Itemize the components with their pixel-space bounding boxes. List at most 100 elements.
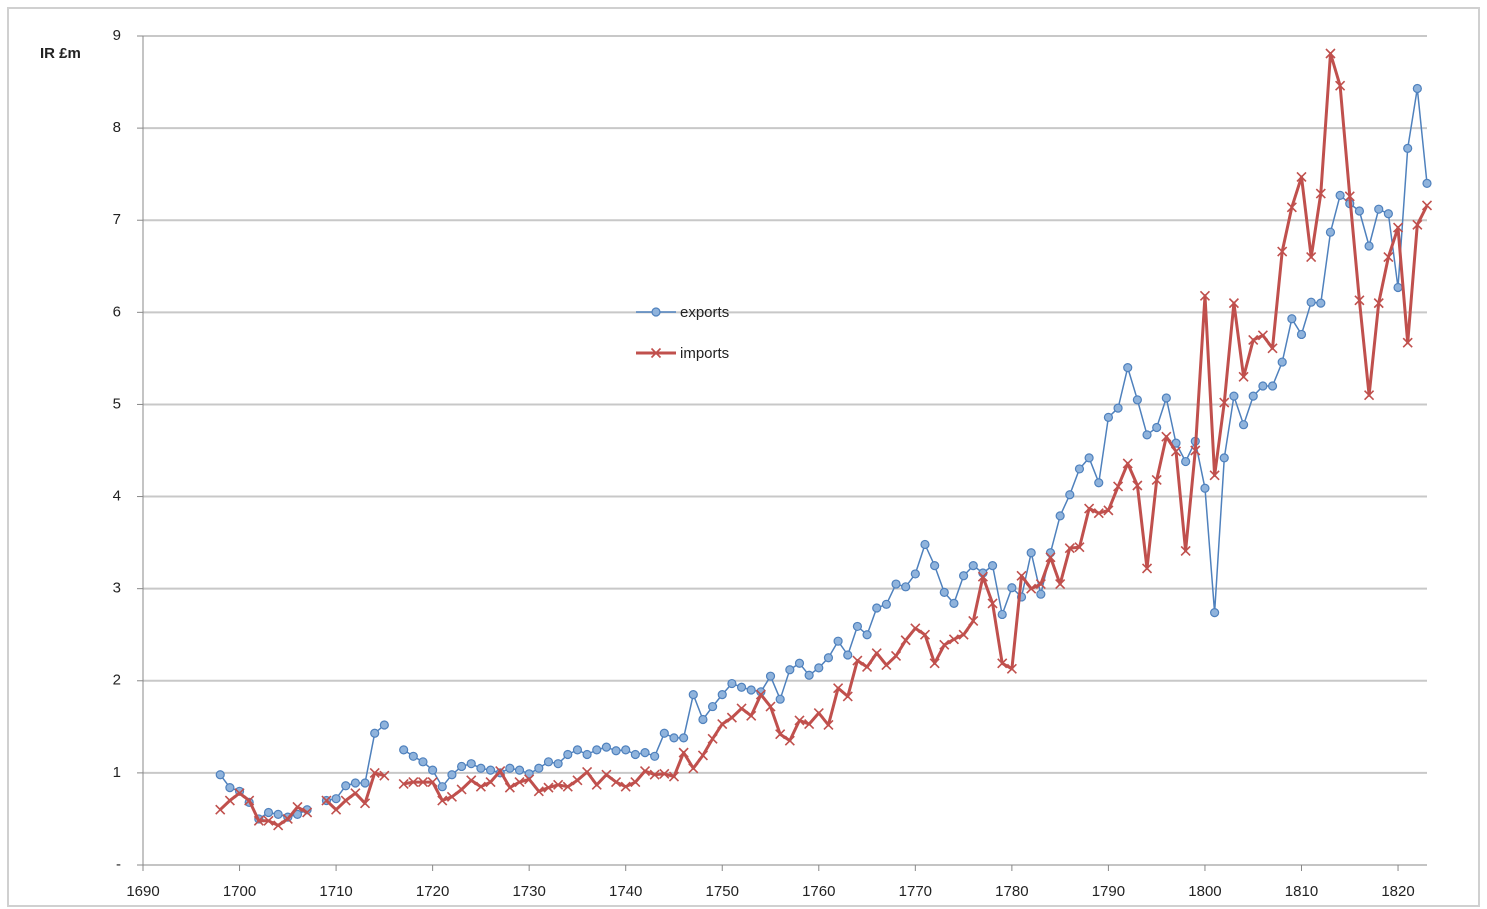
data-point (610, 777, 622, 788)
data-point (843, 650, 853, 660)
data-point (601, 742, 611, 752)
data-point (244, 795, 255, 806)
data-point (475, 781, 486, 792)
data-point (495, 765, 506, 777)
data-point (1219, 397, 1230, 408)
data-point (1344, 191, 1355, 202)
data-point (379, 720, 389, 730)
data-point (1180, 545, 1191, 556)
data-point (1248, 391, 1258, 401)
data-point (1199, 290, 1211, 301)
data-point (871, 648, 882, 659)
data-point (1277, 246, 1288, 257)
x-tick-label: 1810 (1285, 883, 1318, 900)
x-tick-label: 1820 (1381, 883, 1414, 900)
data-point (1383, 252, 1394, 263)
data-point (630, 777, 641, 788)
data-point (1113, 403, 1123, 413)
data-point (504, 782, 515, 793)
data-point (1064, 543, 1075, 554)
data-point (717, 689, 727, 700)
data-point (746, 685, 756, 695)
data-point (466, 759, 476, 769)
data-point (225, 783, 235, 793)
data-point (562, 781, 573, 792)
data-point (1238, 420, 1249, 430)
series-imports (215, 48, 1433, 831)
data-point (456, 761, 467, 772)
y-tick-label: 7 (113, 211, 121, 228)
data-point (292, 801, 303, 813)
data-point (1190, 445, 1201, 456)
data-point (910, 569, 920, 579)
series-line (219, 87, 1428, 820)
data-point (1103, 505, 1114, 516)
data-point (331, 794, 341, 804)
data-point (650, 751, 660, 761)
data-point (746, 710, 757, 721)
data-point (910, 623, 921, 634)
data-point (282, 813, 293, 825)
data-point (437, 782, 447, 792)
data-point (640, 748, 650, 758)
data-point (794, 658, 805, 668)
data-point (370, 728, 380, 738)
data-point (1006, 663, 1017, 674)
data-point (1229, 391, 1239, 401)
data-point (215, 770, 225, 780)
data-point (1132, 480, 1143, 491)
data-point (1142, 430, 1152, 440)
y-tick-label: 6 (113, 303, 121, 320)
series-line (219, 52, 1429, 827)
data-point (1074, 464, 1085, 474)
x-tick-label: 1700 (223, 883, 256, 900)
data-point (543, 757, 554, 767)
x-tick-label: 1750 (706, 883, 739, 900)
data-point (1296, 329, 1307, 340)
y-tick-label: 1 (113, 764, 121, 781)
y-tick-label: 8 (113, 119, 121, 136)
data-point (476, 763, 486, 773)
data-point (1315, 188, 1326, 199)
data-point (215, 804, 226, 815)
data-point (611, 746, 621, 756)
data-point (784, 735, 795, 746)
x-tick-label: 1730 (512, 883, 545, 900)
data-point (1026, 548, 1036, 558)
data-point (446, 791, 457, 802)
data-point (949, 598, 959, 609)
data-point (919, 629, 931, 640)
data-point (842, 691, 853, 702)
data-point (794, 715, 805, 726)
data-point (1325, 48, 1336, 59)
data-point (852, 621, 863, 632)
data-point (987, 598, 998, 609)
data-point (765, 671, 776, 681)
data-point (891, 579, 901, 589)
data-point (958, 629, 969, 640)
data-point (1200, 483, 1210, 493)
data-point (1383, 209, 1393, 219)
data-point (1374, 204, 1384, 214)
data-point (833, 683, 844, 694)
data-point (340, 795, 351, 806)
legend-marker (651, 307, 661, 317)
x-tick-label: 1690 (126, 883, 159, 900)
data-point (533, 786, 544, 797)
data-point (1045, 552, 1056, 563)
y-tick-label: - (116, 856, 121, 873)
x-tick-label: 1770 (899, 883, 932, 900)
data-point (678, 747, 689, 758)
data-point (668, 771, 680, 782)
data-point (591, 779, 602, 790)
data-point (630, 749, 640, 760)
data-point (881, 660, 892, 671)
x-tick-label: 1760 (802, 883, 835, 900)
data-point (1316, 298, 1326, 308)
data-point (398, 778, 409, 790)
data-point (1373, 298, 1384, 309)
data-point (1267, 343, 1278, 354)
data-point (553, 759, 563, 769)
data-point (1287, 314, 1297, 324)
y-tick-label: 9 (113, 27, 121, 44)
